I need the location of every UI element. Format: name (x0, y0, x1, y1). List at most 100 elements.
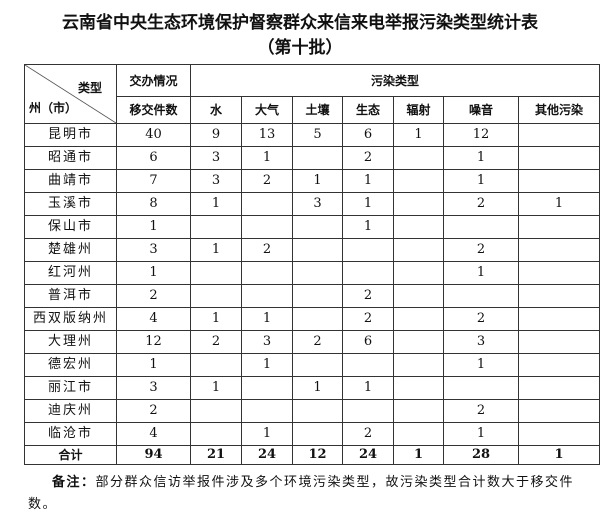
value-cell (393, 146, 444, 170)
value-cell: 1 (342, 215, 394, 239)
value-cell: 1 (241, 422, 293, 446)
value-cell (190, 284, 242, 308)
table-row: 昭通市 6 3 1 2 1 (24, 146, 600, 170)
value-cell (342, 261, 394, 285)
value-cell: 9 (190, 123, 242, 147)
table-row: 西双版纳州 4 1 1 2 2 (24, 307, 600, 331)
value-cell (393, 307, 444, 331)
corner-bottom-label: 州（市） (29, 101, 78, 115)
value-cell (292, 422, 343, 446)
value-cell: 40 (116, 123, 191, 147)
table-row: 丽江市 3 1 1 1 (24, 376, 600, 400)
total-cell: 21 (190, 445, 242, 465)
region-cell: 丽江市 (24, 376, 117, 400)
value-cell: 1 (443, 353, 519, 377)
value-cell (241, 192, 293, 216)
value-cell: 1 (241, 307, 293, 331)
column-header: 辐射 (393, 96, 444, 124)
value-cell (342, 399, 394, 423)
table-row: 楚雄州 3 1 2 2 (24, 238, 600, 262)
group-header-pollution: 污染类型 (190, 64, 600, 97)
value-cell: 1 (190, 307, 242, 331)
value-cell (190, 422, 242, 446)
value-cell: 1 (443, 422, 519, 446)
column-header: 噪音 (443, 96, 519, 124)
value-cell: 1 (190, 238, 242, 262)
column-header: 大气 (241, 96, 293, 124)
region-cell: 保山市 (24, 215, 117, 239)
value-cell: 3 (116, 376, 191, 400)
value-cell: 2 (241, 169, 293, 193)
value-cell (292, 307, 343, 331)
value-cell (241, 215, 293, 239)
value-cell (393, 422, 444, 446)
value-cell: 8 (116, 192, 191, 216)
table-row: 玉溪市 8 1 3 1 2 1 (24, 192, 600, 216)
value-cell: 2 (342, 146, 394, 170)
value-cell (518, 215, 600, 239)
value-cell (518, 123, 600, 147)
total-cell: 1 (393, 445, 444, 465)
value-cell (443, 215, 519, 239)
value-cell (393, 353, 444, 377)
value-cell (241, 284, 293, 308)
value-cell: 3 (190, 146, 242, 170)
value-cell: 1 (241, 146, 293, 170)
value-cell: 1 (443, 261, 519, 285)
value-cell (292, 146, 343, 170)
value-cell (393, 261, 444, 285)
table-row: 曲靖市 7 3 2 1 1 1 (24, 169, 600, 193)
column-header: 生态 (342, 96, 394, 124)
total-cell: 24 (342, 445, 394, 465)
value-cell: 3 (190, 169, 242, 193)
value-cell: 2 (443, 238, 519, 262)
value-cell: 2 (116, 284, 191, 308)
total-label: 合计 (24, 445, 117, 465)
value-cell: 12 (443, 123, 519, 147)
total-cell: 94 (116, 445, 191, 465)
region-cell: 楚雄州 (24, 238, 117, 262)
value-cell: 6 (342, 123, 394, 147)
value-cell: 1 (241, 353, 293, 377)
value-cell: 3 (443, 330, 519, 354)
corner-header: 类型 州（市） (25, 65, 116, 123)
value-cell (292, 284, 343, 308)
value-cell (518, 146, 600, 170)
value-cell (393, 376, 444, 400)
value-cell (241, 399, 293, 423)
value-cell: 6 (342, 330, 394, 354)
value-cell (292, 238, 343, 262)
value-cell: 2 (342, 422, 394, 446)
value-cell: 5 (292, 123, 343, 147)
value-cell: 12 (116, 330, 191, 354)
value-cell (393, 215, 444, 239)
value-cell: 6 (116, 146, 191, 170)
note-text: 部分群众信访举报件涉及多个环境污染类型，故污染类型合计数大于移交件数。 (28, 475, 575, 512)
value-cell: 13 (241, 123, 293, 147)
value-cell: 1 (190, 376, 242, 400)
value-cell: 1 (116, 215, 191, 239)
value-cell (518, 330, 600, 354)
value-cell: 2 (443, 192, 519, 216)
table-row: 红河州 1 1 (24, 261, 600, 285)
value-cell: 1 (116, 353, 191, 377)
table-row: 迪庆州 2 2 (24, 399, 600, 423)
value-cell (518, 353, 600, 377)
value-cell (292, 353, 343, 377)
column-header: 土壤 (292, 96, 343, 124)
region-cell: 昆明市 (24, 123, 117, 147)
value-cell (241, 261, 293, 285)
statistics-table: 类型 州（市） 交办情况 污染类型 移交件数水大气 土壤 生态 辐射 噪音 其他污染 昆明市… (24, 64, 600, 465)
region-cell: 曲靖市 (24, 169, 117, 193)
table-row: 保山市 1 1 (24, 215, 600, 239)
value-cell: 7 (116, 169, 191, 193)
value-cell (393, 238, 444, 262)
value-cell: 1 (292, 376, 343, 400)
value-cell: 1 (518, 192, 600, 216)
value-cell: 3 (292, 192, 343, 216)
region-cell: 红河州 (24, 261, 117, 285)
value-cell (190, 399, 242, 423)
value-cell (443, 376, 519, 400)
total-cell: 28 (443, 445, 519, 465)
total-cell: 12 (292, 445, 343, 465)
